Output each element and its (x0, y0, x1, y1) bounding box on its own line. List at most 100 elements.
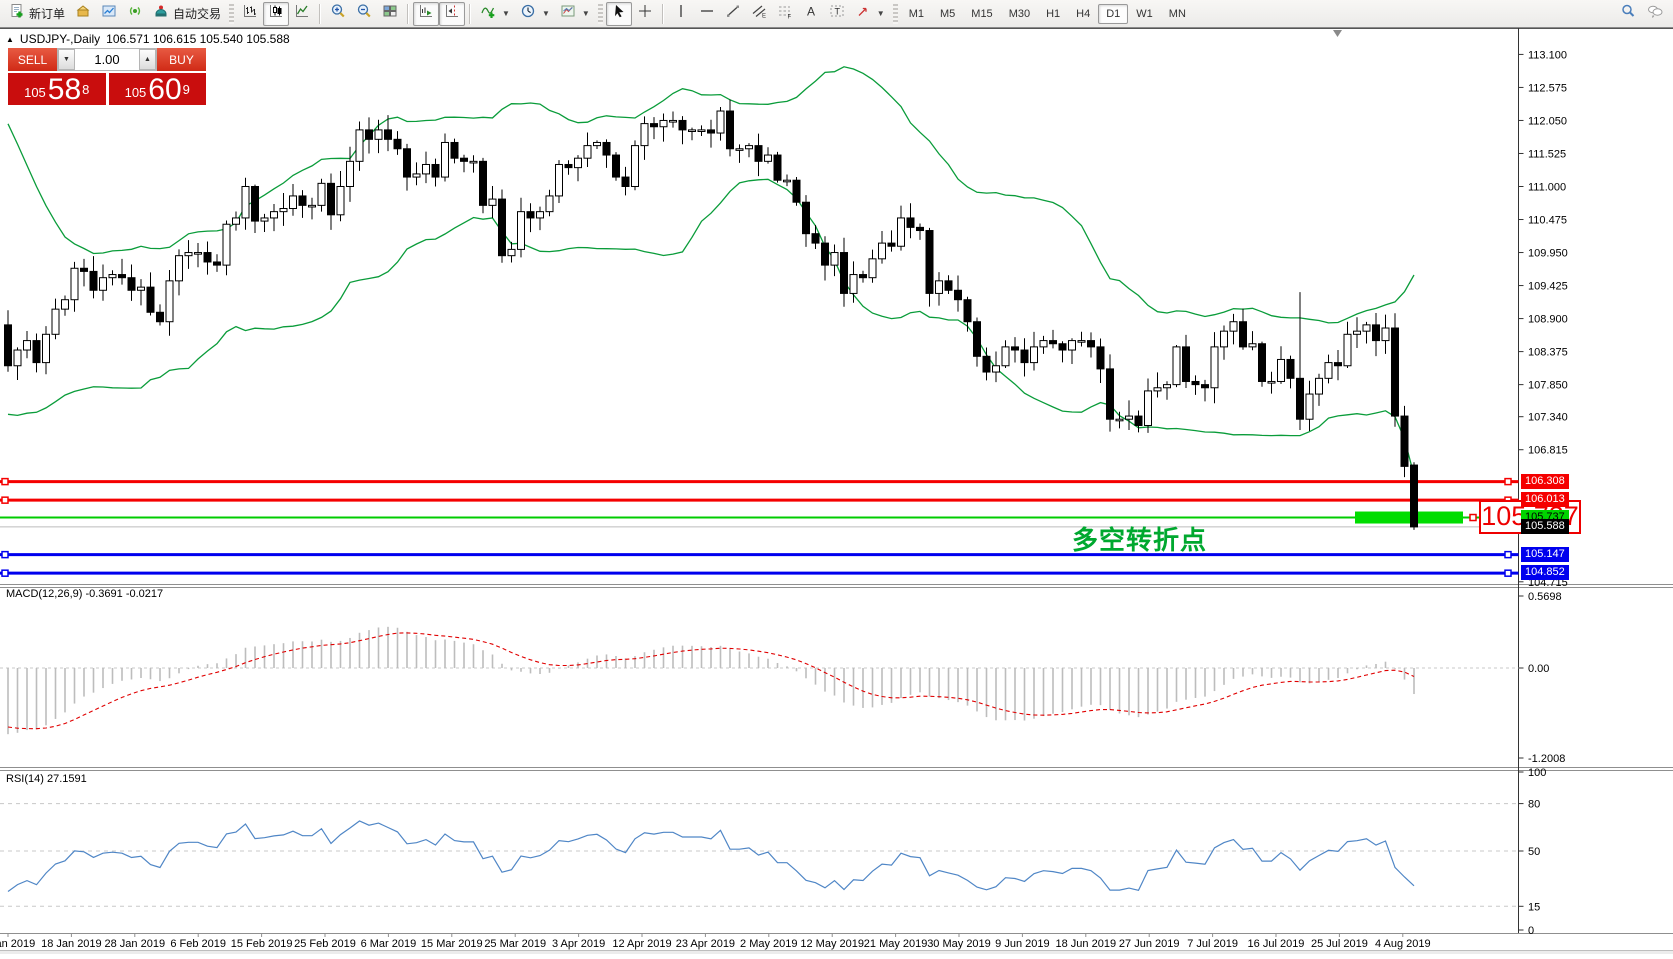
tile-windows-button[interactable] (377, 2, 403, 26)
main-toolbar: 新订单 自动交易 ▼ ▼ ▼ E F A T ▼ (0, 0, 1673, 28)
toolbar-separator (407, 3, 410, 24)
zoom-out-button[interactable] (351, 2, 377, 26)
dropdown-arrow-icon: ▼ (581, 9, 590, 18)
chart-title: ▲ USDJPY-,Daily 106.571 106.615 105.540 … (6, 32, 290, 46)
hline-anchor[interactable] (1, 569, 9, 577)
candlestick (944, 280, 953, 291)
candlestick (460, 157, 468, 162)
hline-anchor[interactable] (1504, 477, 1512, 486)
crosshair-button[interactable] (632, 2, 658, 26)
volume-value[interactable]: 1.00 (94, 52, 120, 67)
sell-button[interactable]: SELL (8, 48, 57, 71)
hline-anchor[interactable] (1504, 569, 1512, 577)
candlestick (764, 154, 772, 162)
timeframe-w1[interactable]: W1 (1136, 7, 1153, 20)
annotation-text[interactable]: 多空转折点 (1072, 524, 1208, 555)
candlestick (89, 270, 98, 291)
timeframe-m15[interactable]: M15 (971, 7, 993, 20)
timeframe-mn[interactable]: MN (1168, 7, 1186, 20)
date-label: 6 Feb 2019 (170, 938, 226, 950)
timeframe-m30[interactable]: M30 (1008, 7, 1031, 20)
pane-separator[interactable] (0, 766, 1673, 772)
cursor-button[interactable] (605, 1, 632, 26)
buy-price-display[interactable]: 105 60 9 (108, 73, 206, 105)
pivot-highlight-bar[interactable] (1355, 511, 1463, 524)
search-icon (1620, 3, 1636, 24)
volume-decrease-button[interactable]: ▼ (58, 49, 75, 70)
callout-anchor[interactable] (1469, 513, 1477, 522)
chart-area: 113.100 112.575 112.050 111.525 111.000 110.4… (0, 28, 1673, 954)
arrows-button[interactable]: ▼ (850, 2, 890, 26)
collapse-panel-icon[interactable]: ▲ (6, 34, 14, 44)
signals-button[interactable] (122, 2, 148, 26)
clock-icon (520, 3, 536, 24)
toolbar-grip (229, 3, 235, 24)
candlestick (32, 340, 41, 364)
indicators-button[interactable]: ▼ (475, 2, 515, 26)
channel-button[interactable]: E (746, 2, 772, 26)
candlestick-button[interactable] (263, 1, 290, 26)
timeframe-m1[interactable]: M1 (908, 7, 924, 20)
candlestick (1343, 333, 1352, 367)
chart-shift-marker[interactable] (1333, 30, 1342, 37)
template-icon (560, 3, 576, 24)
autotrading-button[interactable]: 自动交易 (148, 2, 226, 26)
price-tick-label: 110.475 (1528, 215, 1567, 227)
chat-icon (1646, 3, 1664, 24)
sell-price-display[interactable]: 105 58 8 (8, 73, 106, 105)
text-label-button[interactable]: T (824, 2, 850, 26)
bar-chart-button[interactable] (237, 2, 263, 26)
timeframe-d1[interactable]: D1 (1098, 3, 1129, 24)
hline-anchor[interactable] (1, 550, 9, 559)
fibonacci-button[interactable]: F (772, 2, 798, 26)
market-button[interactable] (70, 2, 96, 26)
new-chart-button[interactable] (96, 2, 122, 26)
candlestick (23, 340, 31, 351)
buy-button[interactable]: BUY (157, 48, 206, 71)
date-label: 9 Jun 2019 (995, 938, 1049, 950)
hline-anchor[interactable] (1, 477, 9, 486)
candlestick (1201, 384, 1209, 389)
candlestick (213, 261, 221, 266)
svg-text:F: F (787, 15, 791, 20)
vertical-line-button[interactable] (668, 2, 694, 26)
candlestick (906, 217, 915, 228)
svg-text:A: A (807, 5, 815, 19)
volume-increase-button[interactable]: ▲ (139, 49, 156, 70)
search-button[interactable] (1615, 2, 1641, 26)
timeframe-m5[interactable]: M5 (940, 7, 956, 20)
date-label: 7 Jul 2019 (1187, 938, 1238, 950)
price-badge-106.308: 106.308 (1521, 473, 1569, 489)
candlestick (346, 160, 354, 187)
pane-separator[interactable] (0, 583, 1673, 589)
chart-shift-button[interactable] (439, 1, 466, 26)
date-label: 30 May 2019 (927, 938, 991, 950)
auto-scroll-button[interactable] (413, 1, 440, 26)
candlestick (365, 129, 373, 140)
date-label: 21 May 2019 (864, 938, 928, 950)
candlestick (640, 123, 649, 147)
rsi-axis-label: 80 (1528, 799, 1540, 811)
templates-button[interactable]: ▼ (555, 2, 595, 26)
text-button[interactable]: A (798, 2, 824, 26)
rsi-axis-label: 15 (1528, 901, 1540, 913)
timeframe-h1[interactable]: H1 (1046, 7, 1061, 20)
hline-anchor[interactable] (1, 496, 9, 504)
trendline-button[interactable] (720, 2, 746, 26)
candlestick (488, 198, 497, 206)
hline-anchor[interactable] (1504, 550, 1512, 559)
price-tick-label: 107.340 (1528, 412, 1568, 424)
new-order-button[interactable]: 新订单 (4, 2, 70, 26)
chat-button[interactable] (1641, 2, 1669, 26)
line-chart-button[interactable] (289, 2, 315, 26)
horizontal-line-button[interactable] (694, 2, 720, 26)
periods-button[interactable]: ▼ (515, 2, 555, 26)
zoom-in-button[interactable] (325, 2, 351, 26)
candlestick (80, 267, 88, 272)
candlestick (536, 211, 544, 219)
candlestick (1058, 343, 1067, 351)
timeframe-bar: M1 M5 M15 M30 H1 H4 D1 W1 MN (901, 3, 1194, 24)
timeframe-h4[interactable]: H4 (1076, 7, 1091, 20)
chart-shift-icon (444, 3, 460, 24)
candlestick (1286, 358, 1295, 379)
